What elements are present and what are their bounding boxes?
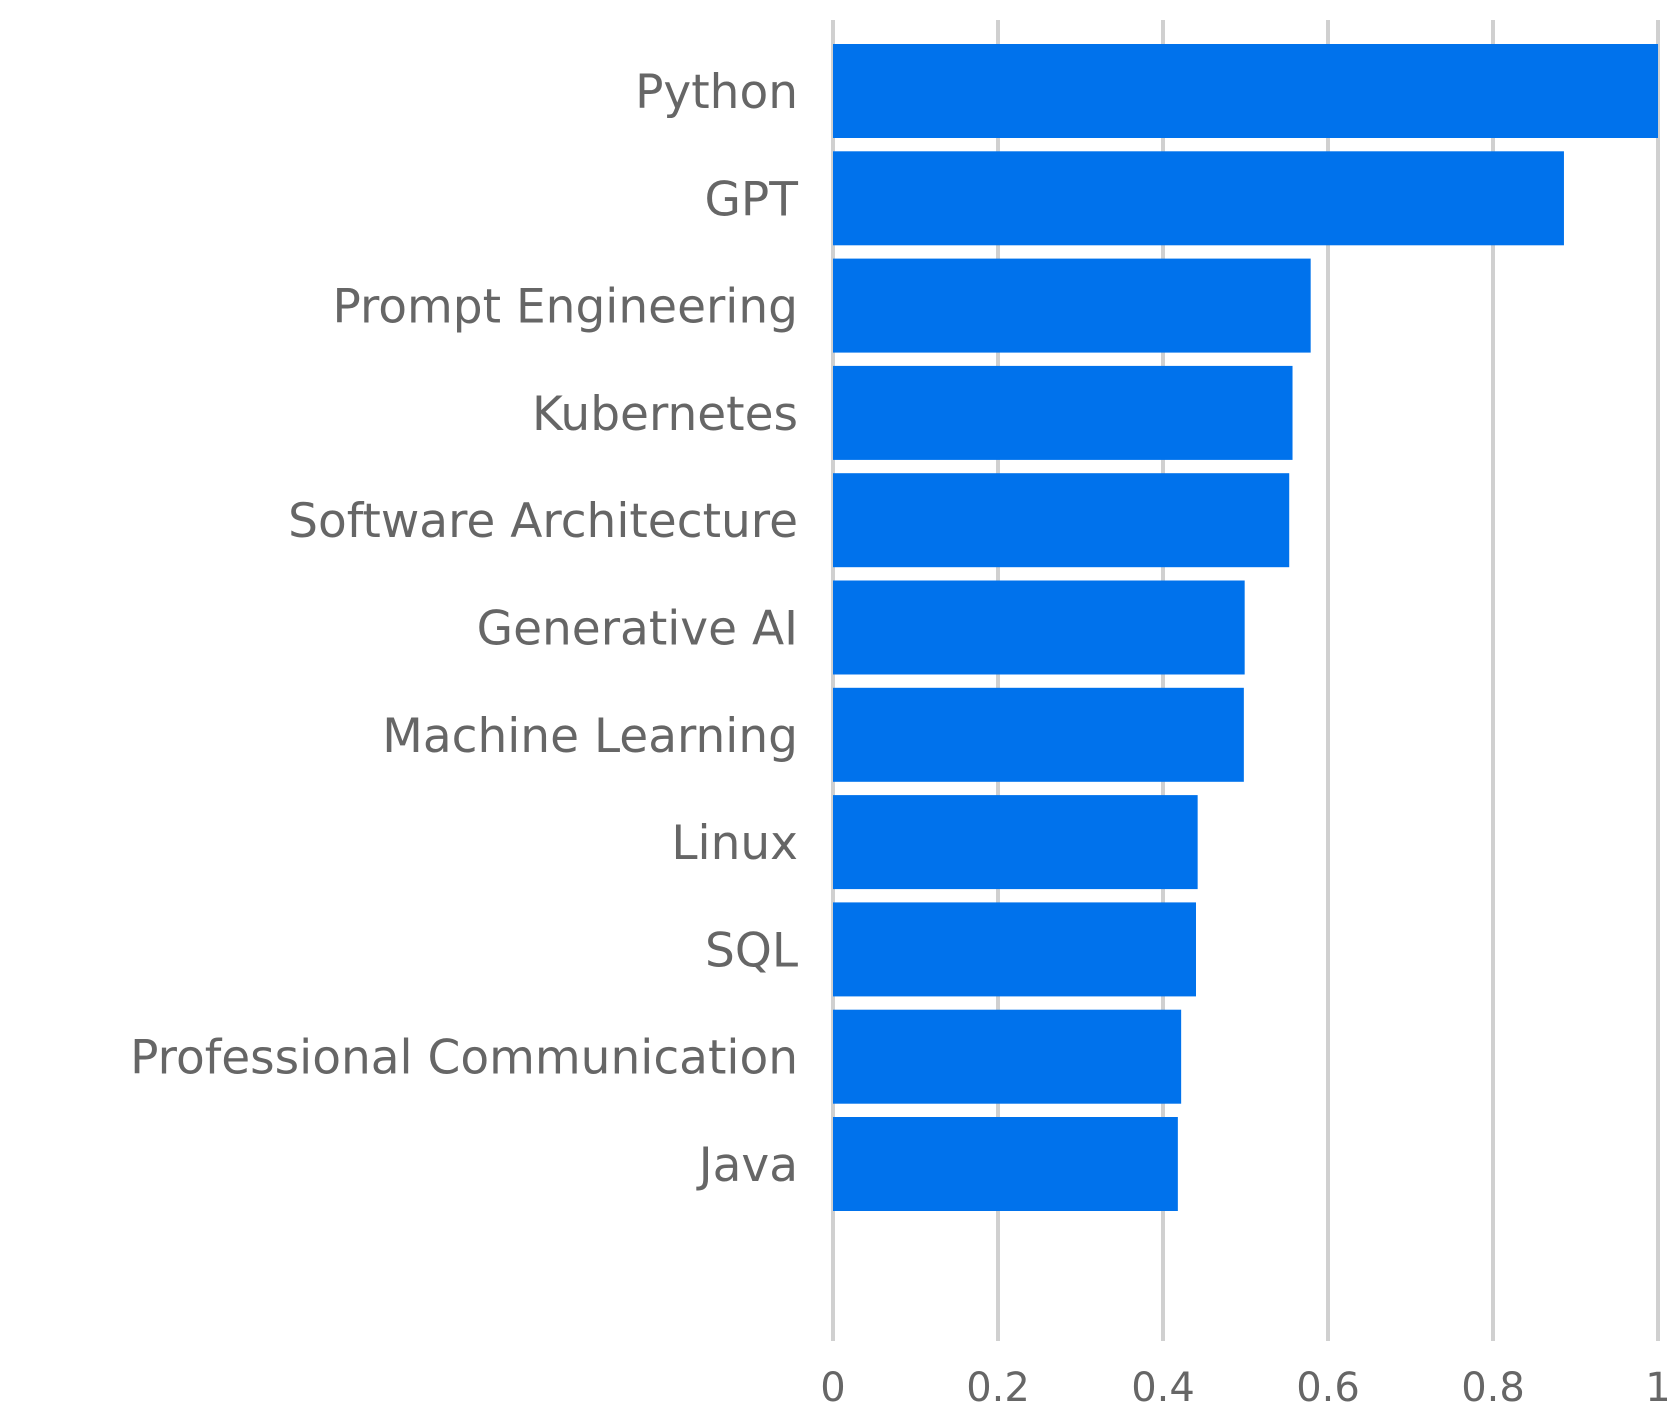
bar xyxy=(833,687,1244,782)
bar xyxy=(833,1117,1178,1211)
bar xyxy=(833,902,1196,997)
bars xyxy=(833,44,1658,1211)
category-labels: Python GPT Prompt Engineering Kubernetes Sof… xyxy=(130,65,798,1193)
x-tick-label: 0.2 xyxy=(966,1365,1030,1411)
category-label: Professional Communication xyxy=(130,1031,798,1086)
bar xyxy=(833,795,1198,890)
x-tick-label: 0.6 xyxy=(1296,1365,1360,1411)
x-tick-label: 0.4 xyxy=(1131,1365,1195,1411)
category-label: Generative AI xyxy=(477,602,798,657)
category-label: Software Architecture xyxy=(288,494,798,549)
x-tick-label: 0 xyxy=(820,1365,845,1411)
bar xyxy=(833,580,1245,675)
x-tick-label: 0.8 xyxy=(1461,1365,1525,1411)
category-label: SQL xyxy=(705,923,798,978)
x-axis-tick-labels: 0 0.2 0.4 0.6 0.8 1 xyxy=(820,1365,1670,1411)
bar xyxy=(833,258,1311,353)
category-label: Machine Learning xyxy=(382,709,798,764)
category-label: GPT xyxy=(705,172,799,227)
category-label: Prompt Engineering xyxy=(332,280,798,335)
bar xyxy=(833,1009,1182,1104)
category-label: Linux xyxy=(671,816,798,871)
category-label: Kubernetes xyxy=(532,387,798,442)
category-label: Java xyxy=(696,1138,798,1193)
x-tick-label: 1 xyxy=(1645,1365,1670,1411)
bar xyxy=(833,365,1293,460)
bar xyxy=(833,473,1290,568)
bar xyxy=(833,44,1658,138)
bar xyxy=(833,151,1564,246)
category-label: Python xyxy=(635,65,798,120)
